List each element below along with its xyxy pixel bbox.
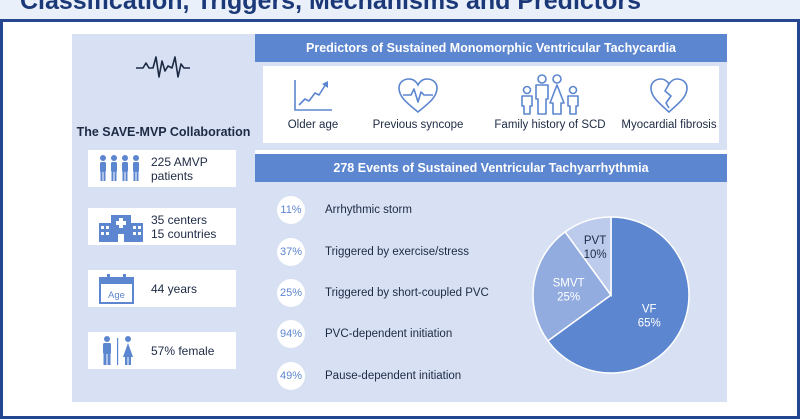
predictor-older-age: Older age (263, 66, 363, 143)
stat-age-text: 44 years (151, 281, 198, 296)
predictors-section: Older age Previous syncope (255, 62, 727, 150)
stat-age: Age 44 years (88, 270, 236, 307)
people-group-icon (100, 155, 139, 181)
arrhythmia-pie-chart: VF 65% SMVT 25% PVT 10% (532, 216, 690, 374)
event-percent-badge: 37% (277, 238, 305, 266)
stat-patients-text: 225 AMVP patients (151, 154, 208, 183)
collaboration-panel: The SAVE-MVP Collaboration 225 AMVP patie… (72, 34, 255, 402)
stat-female-text: 57% female (151, 343, 215, 358)
heart-pulse-icon (398, 78, 438, 114)
pie-category-label: VF (642, 303, 657, 315)
stat-patients: 225 AMVP patients (88, 150, 236, 187)
pie-slice-vf (546, 216, 690, 374)
predictors-heading: Predictors of Sustained Monomorphic Vent… (255, 34, 727, 62)
frame-border-bottom (0, 416, 800, 419)
event-label: Arrhythmic storm (325, 204, 412, 216)
stat-female: 57% female (88, 332, 236, 369)
calendar-age-icon: Age (99, 274, 134, 304)
frame-border-left (0, 22, 3, 419)
event-percent-badge: 25% (277, 279, 305, 307)
event-percent-badge: 11% (277, 196, 305, 224)
predictor-label: Older age (287, 119, 339, 131)
hospital-icon (99, 215, 143, 242)
event-label: Triggered by exercise/stress (325, 246, 470, 258)
pie-value-label: 10% (584, 249, 607, 261)
event-percent-badge: 49% (277, 362, 305, 390)
age-badge-text: Age (108, 290, 125, 301)
family-icon (521, 74, 579, 115)
ecg-pulse-icon (136, 56, 190, 78)
predictors-box: Older age Previous syncope (263, 66, 719, 143)
broken-heart-icon (650, 78, 688, 114)
event-label: Triggered by short-coupled PVC (325, 287, 489, 299)
findings-panel: Predictors of Sustained Monomorphic Vent… (255, 34, 727, 402)
event-label: Pause-dependent initiation (325, 370, 462, 382)
predictor-label: Previous syncope (372, 119, 464, 131)
predictor-label: Family history of SCD (494, 119, 606, 131)
collaboration-title: The SAVE-MVP Collaboration (76, 125, 251, 139)
predictor-fibrosis: Myocardial fibrosis (619, 66, 719, 143)
pie-slice-smvt (532, 230, 613, 342)
predictor-syncope: Previous syncope (363, 66, 473, 143)
pie-value-label: 65% (638, 317, 661, 329)
stat-centers-text: 35 centers 15 countries (151, 212, 217, 241)
stat-centers: 35 centers 15 countries (88, 208, 236, 245)
male-female-icon (103, 336, 133, 365)
pie-slice-pvt (564, 216, 612, 298)
event-percent-badge: 94% (277, 320, 305, 348)
predictor-label: Myocardial fibrosis (621, 119, 717, 131)
title-bar: Classification, Triggers, Mechanisms and… (0, 0, 800, 22)
events-heading: 278 Events of Sustained Ventricular Tach… (255, 154, 727, 182)
page-title: Classification, Triggers, Mechanisms and… (20, 0, 642, 15)
pie-category-label: PVT (584, 235, 606, 247)
trend-up-icon (294, 80, 332, 111)
pie-category-label: SMVT (553, 277, 585, 289)
frame-border-right (797, 22, 800, 419)
predictor-family-history: Family history of SCD (481, 66, 619, 143)
pie-value-label: 25% (557, 291, 580, 303)
event-label: PVC-dependent initiation (325, 328, 453, 340)
